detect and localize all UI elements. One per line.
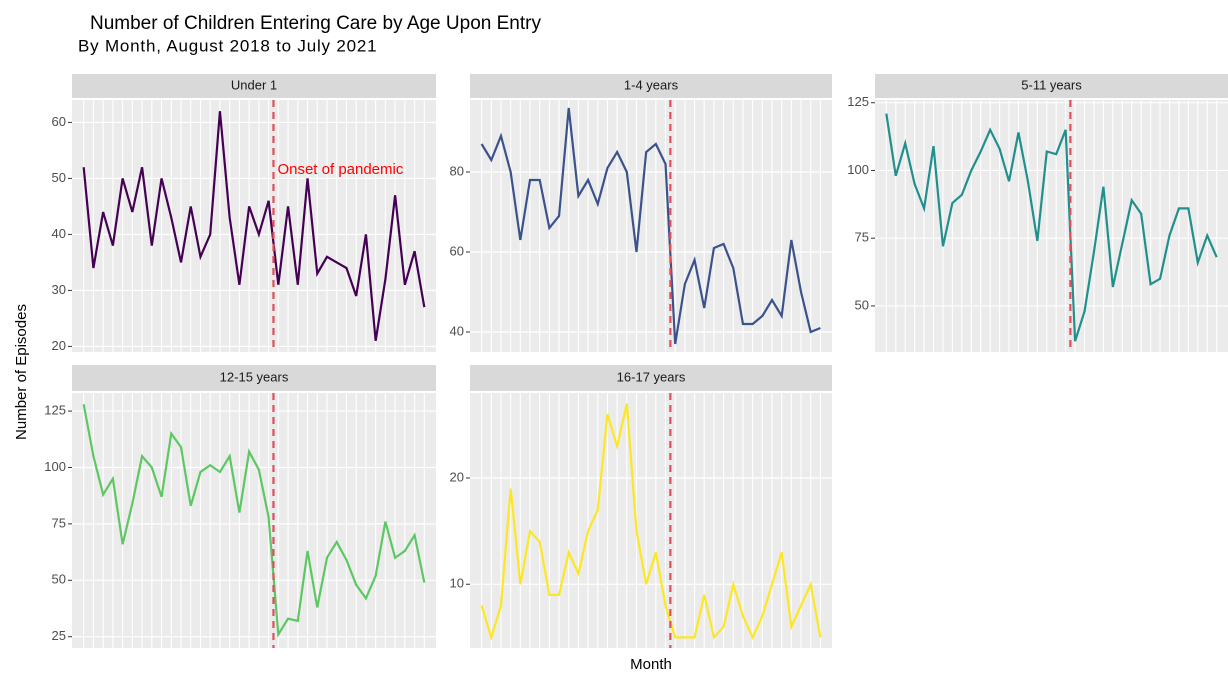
- strip-label: 5-11 years: [1021, 77, 1082, 92]
- series-line: [480, 403, 822, 642]
- y-tick-label: 30: [52, 282, 66, 297]
- y-tick-label: 60: [450, 243, 464, 258]
- x-axis-label: Month: [630, 656, 672, 673]
- y-tick-label: 10: [450, 576, 464, 591]
- y-tick-label: 80: [450, 163, 464, 178]
- chart-subtitle: By Month, August 2018 to July 2021: [78, 36, 377, 55]
- y-tick-label: 20: [450, 469, 464, 484]
- strip: [470, 365, 832, 391]
- series-line: [885, 113, 1218, 342]
- series-line: [82, 111, 426, 341]
- panel-background: [72, 100, 436, 352]
- panel-background: [875, 100, 1228, 352]
- series-line: [480, 107, 821, 345]
- panel-background: [470, 100, 832, 352]
- strip: [470, 74, 832, 98]
- strip-label: Under 1: [231, 77, 277, 92]
- annotation: Onset of pandemic: [277, 161, 403, 178]
- y-tick-label: 50: [855, 297, 869, 312]
- strip-label: 1-4 years: [624, 77, 679, 92]
- y-tick-label: 20: [52, 338, 66, 353]
- strip: [72, 74, 436, 98]
- strip-label: 16-17 years: [617, 369, 686, 384]
- y-tick-label: 50: [52, 170, 66, 185]
- y-tick-label: 50: [52, 572, 66, 587]
- panel-background: [72, 393, 436, 648]
- y-tick-label: 100: [847, 162, 869, 177]
- y-tick-label: 100: [44, 459, 66, 474]
- strip: [72, 365, 436, 391]
- panel-background: [470, 393, 832, 648]
- y-tick-label: 40: [52, 226, 66, 241]
- y-tick-label: 75: [52, 515, 66, 530]
- y-axis-label: Number of Episodes: [13, 304, 30, 440]
- y-tick-label: 75: [855, 230, 869, 245]
- strip-label: 12-15 years: [220, 369, 289, 384]
- series-line: [82, 404, 426, 638]
- strip: [875, 74, 1228, 98]
- y-tick-label: 25: [52, 628, 66, 643]
- y-tick-label: 60: [52, 114, 66, 129]
- y-tick-label: 125: [847, 94, 869, 109]
- y-tick-label: 125: [44, 402, 66, 417]
- chart-title: Number of Children Entering Care by Age …: [90, 13, 541, 34]
- y-tick-label: 40: [450, 323, 464, 338]
